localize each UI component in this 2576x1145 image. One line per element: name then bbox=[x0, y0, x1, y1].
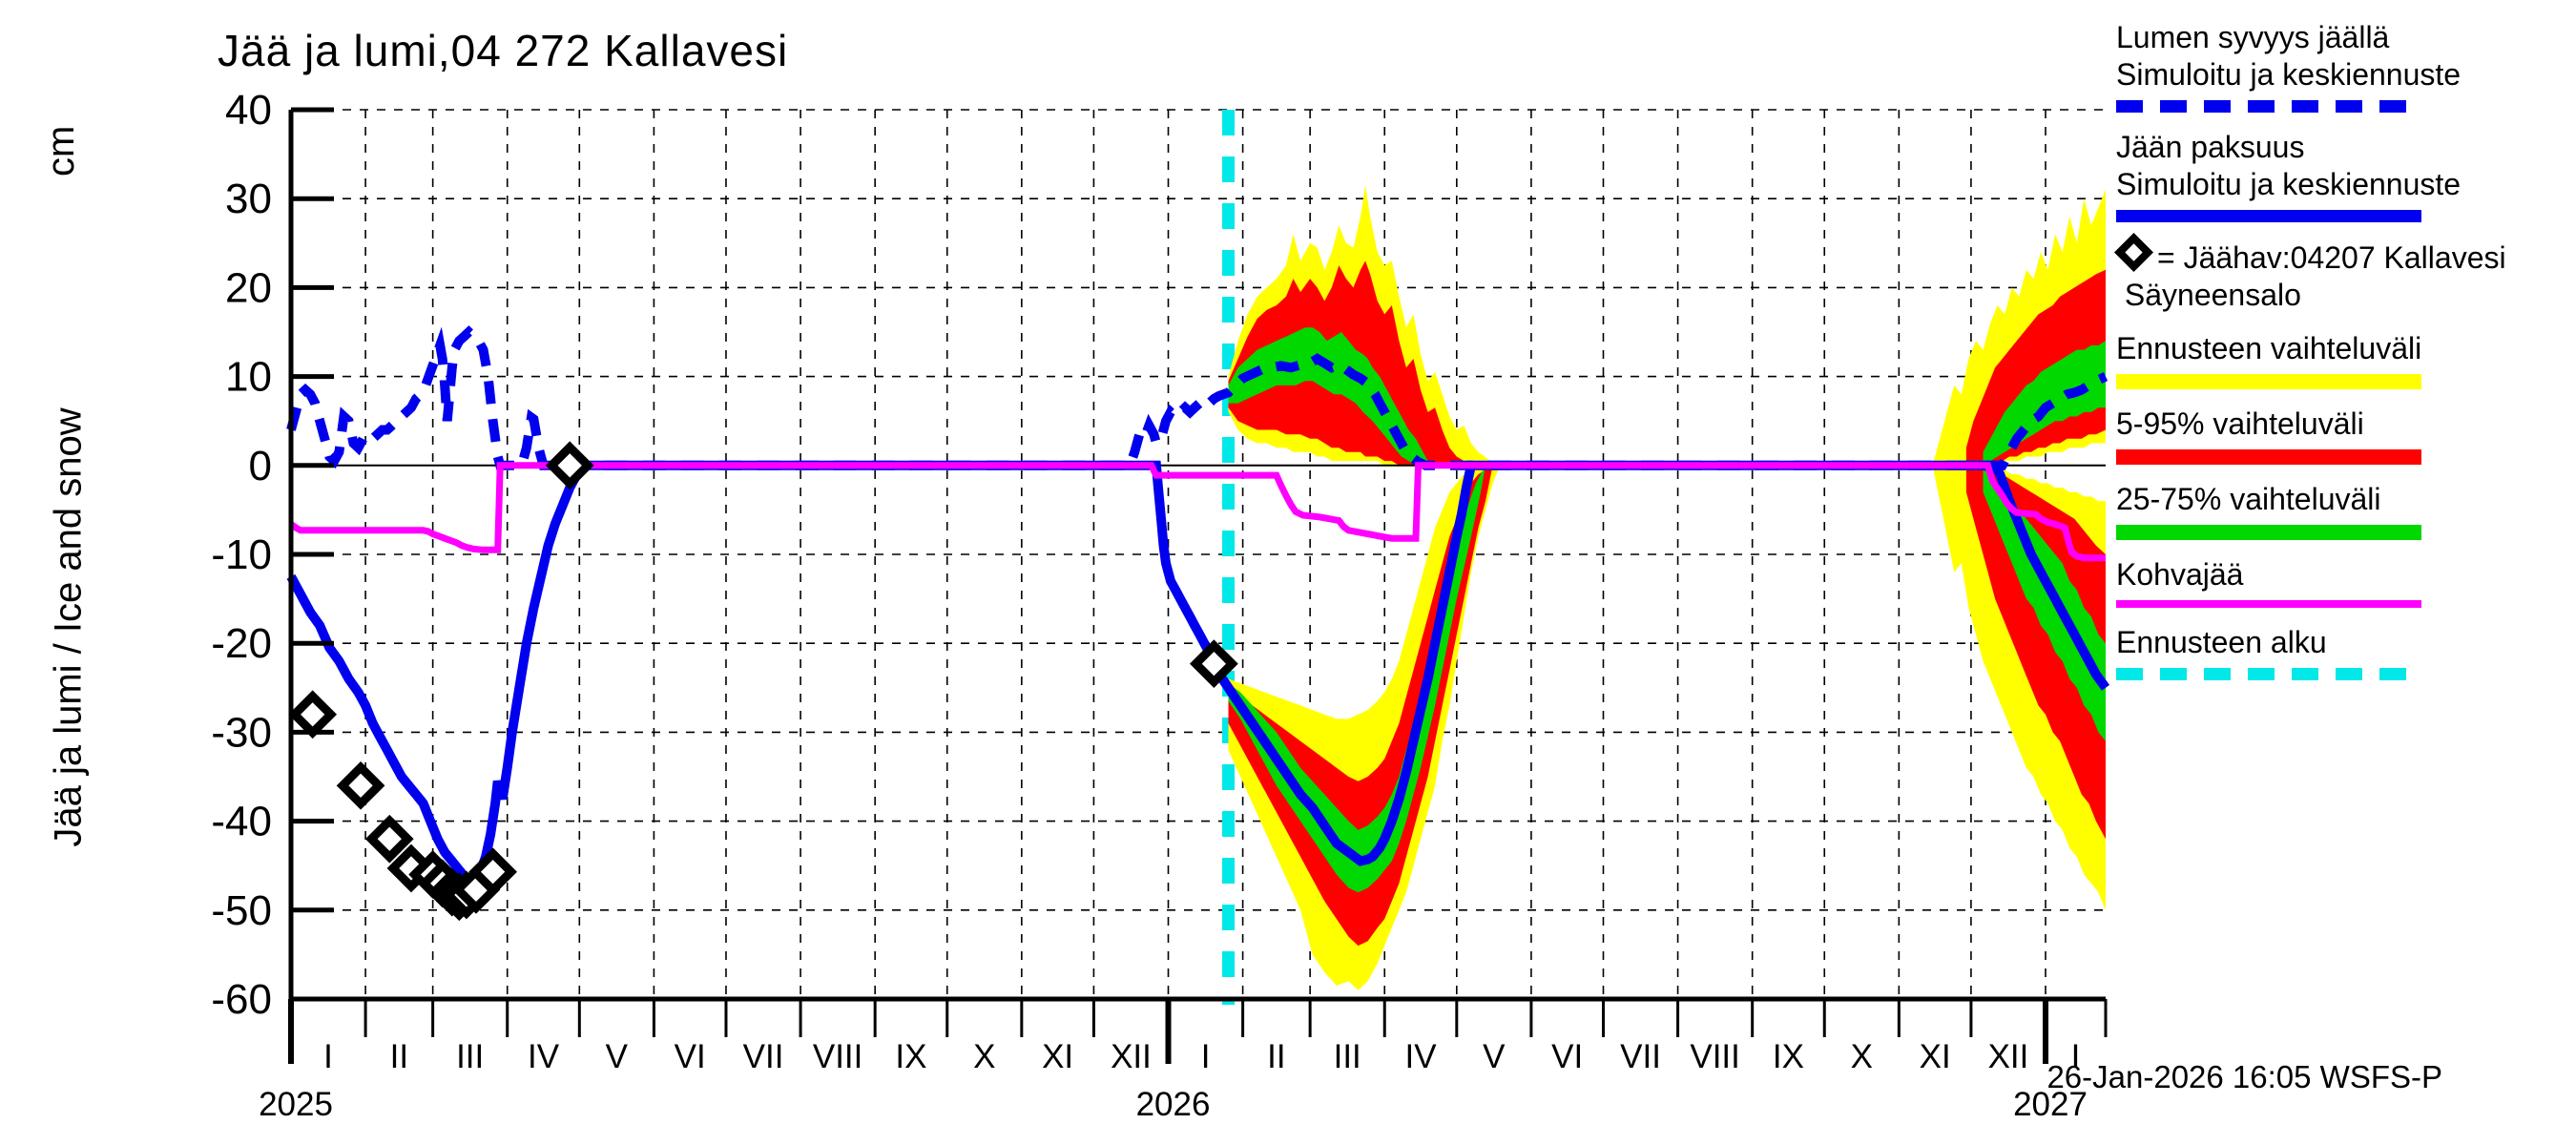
y-tick-label: 20 bbox=[225, 264, 272, 311]
month-label: II bbox=[1267, 1038, 1285, 1075]
band-ice-5-95-2027 bbox=[1965, 465, 2106, 840]
legend-swatch-forecast-start bbox=[2116, 668, 2421, 680]
legend: Lumen syvyys jäällä Simuloitu ja keskienn… bbox=[2113, 19, 2572, 697]
snow-depth-line bbox=[286, 325, 2109, 470]
observation-diamond bbox=[336, 760, 385, 810]
month-label: X bbox=[1851, 1038, 1873, 1075]
y-tick-label: 0 bbox=[249, 443, 272, 489]
legend-swatch-range bbox=[2116, 374, 2421, 389]
y-tick-label: -60 bbox=[211, 976, 272, 1023]
month-label: V bbox=[1483, 1038, 1506, 1075]
legend-swatch-p5-95 bbox=[2116, 449, 2421, 465]
band-ice-25-75-2027 bbox=[1983, 469, 2106, 741]
month-label: IV bbox=[528, 1038, 560, 1075]
y-tick-label: -40 bbox=[211, 799, 272, 845]
year-label: 2026 bbox=[1136, 1086, 1211, 1123]
legend-item-snow: Lumen syvyys jäällä Simuloitu ja keskienn… bbox=[2116, 19, 2572, 113]
y-tick-label: 30 bbox=[225, 176, 272, 222]
month-label: XI bbox=[1042, 1038, 1073, 1075]
legend-item-label: = Jäähav:04207 Kallavesi Säyneensalo bbox=[2113, 232, 2572, 314]
month-label: I bbox=[323, 1038, 333, 1075]
legend-item-label: Lumen syvyys jäällä Simuloitu ja keskienn… bbox=[2116, 20, 2462, 92]
month-label: VII bbox=[743, 1038, 784, 1075]
observation-diamond bbox=[468, 847, 517, 897]
kohvajaa-line bbox=[288, 462, 2106, 562]
month-label: X bbox=[973, 1038, 995, 1075]
month-label: XII bbox=[1988, 1038, 2029, 1075]
legend-item-forecast-start: Ennusteen alku bbox=[2116, 624, 2572, 680]
observation-diamond bbox=[288, 690, 338, 739]
observation-diamond bbox=[545, 441, 594, 490]
legend-swatch-ice bbox=[2116, 210, 2421, 222]
month-label: IV bbox=[1404, 1038, 1437, 1075]
year-label: 2025 bbox=[259, 1086, 333, 1123]
legend-item-label: Jään paksuus Simuloitu ja keskiennuste bbox=[2116, 130, 2462, 201]
y-tick-label: -20 bbox=[211, 620, 272, 667]
chart-title: Jää ja lumi,04 272 Kallavesi bbox=[218, 26, 789, 75]
month-label: VIII bbox=[813, 1038, 863, 1075]
month-label: VI bbox=[1551, 1038, 1583, 1075]
month-label: IX bbox=[895, 1038, 926, 1075]
legend-item-label: 5-95% vaihteluväli bbox=[2116, 406, 2364, 441]
legend-swatch-kohvajaa bbox=[2116, 600, 2421, 608]
diamond-marker-icon bbox=[2113, 232, 2154, 273]
month-label: VI bbox=[675, 1038, 706, 1075]
legend-item-obs: = Jäähav:04207 Kallavesi Säyneensalo bbox=[2113, 232, 2572, 314]
month-label: III bbox=[456, 1038, 484, 1075]
y-tick-label: 10 bbox=[225, 354, 272, 401]
band-ice-5-95-2026 bbox=[1228, 465, 1493, 947]
legend-swatch-snow bbox=[2116, 100, 2421, 113]
legend-item-label: Ennusteen alku bbox=[2116, 625, 2327, 659]
y-tick-label: -50 bbox=[211, 887, 272, 934]
legend-item-p5-95: 5-95% vaihteluväli bbox=[2116, 406, 2572, 465]
y-tick-label: 40 bbox=[225, 87, 272, 134]
legend-item-range: Ennusteen vaihteluväli bbox=[2116, 330, 2572, 389]
month-label: II bbox=[390, 1038, 408, 1075]
legend-item-ice: Jään paksuus Simuloitu ja keskiennuste bbox=[2116, 129, 2572, 222]
legend-item-p25-75: 25-75% vaihteluväli bbox=[2116, 481, 2572, 540]
month-label: IX bbox=[1773, 1038, 1804, 1075]
y-tick-label: -30 bbox=[211, 709, 272, 756]
observation-diamond bbox=[364, 814, 414, 864]
band-snow-5-95-2027 bbox=[1965, 269, 2106, 466]
month-label: XII bbox=[1111, 1038, 1152, 1075]
y-tick-label: -10 bbox=[211, 531, 272, 578]
legend-item-label: 25-75% vaihteluväli bbox=[2116, 482, 2381, 516]
month-label: XI bbox=[1920, 1038, 1951, 1075]
legend-item-kohvajaa: Kohvajää bbox=[2116, 556, 2572, 608]
month-label: III bbox=[1334, 1038, 1361, 1075]
year-label: 2027 bbox=[2013, 1086, 2088, 1123]
ice-thickness-line bbox=[286, 460, 2110, 890]
month-label: VIII bbox=[1690, 1038, 1740, 1075]
legend-item-label: Ennusteen vaihteluväli bbox=[2116, 331, 2422, 365]
month-label: I bbox=[1201, 1038, 1211, 1075]
observation-diamond bbox=[1190, 639, 1238, 688]
month-label: I bbox=[2071, 1038, 2081, 1075]
timestamp-watermark: 26-Jan-2026 16:05 WSFS-P bbox=[2046, 1059, 2442, 1094]
legend-item-label: Kohvajää bbox=[2116, 557, 2244, 592]
month-label: V bbox=[606, 1038, 629, 1075]
legend-swatch-p25-75 bbox=[2116, 525, 2421, 540]
band-ice-range-2026 bbox=[1228, 465, 1501, 990]
month-label: VII bbox=[1620, 1038, 1661, 1075]
